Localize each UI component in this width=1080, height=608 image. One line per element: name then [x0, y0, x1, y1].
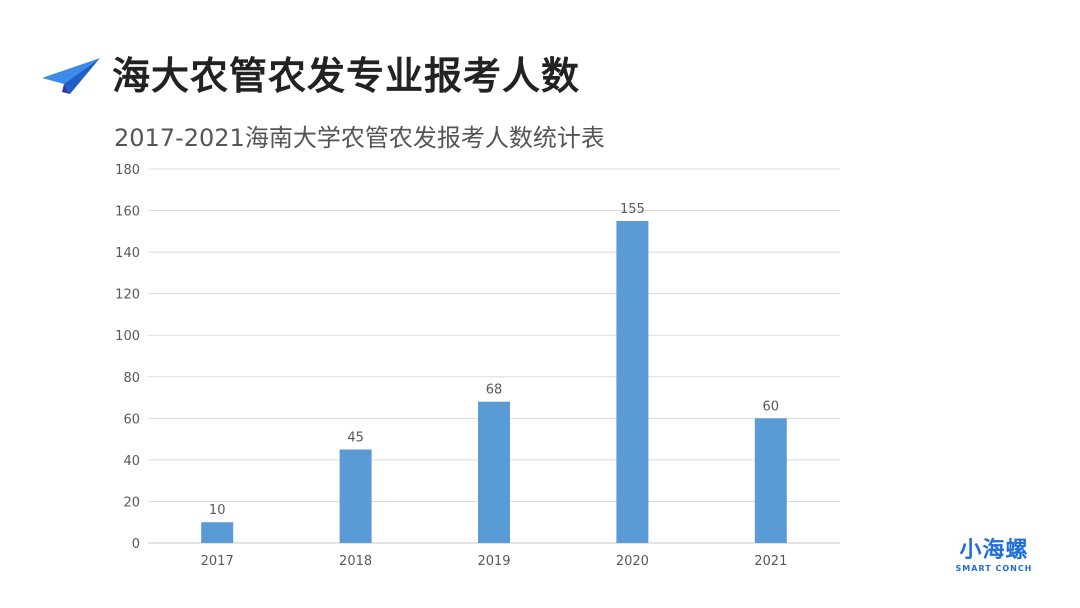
data-label: 68 — [486, 383, 503, 398]
paper-plane-icon — [42, 58, 100, 94]
x-tick-label: 2021 — [754, 554, 787, 569]
y-tick-label: 80 — [123, 371, 140, 386]
chart-title: 2017-2021海南大学农管农发报考人数统计表 — [114, 124, 605, 152]
y-tick-label: 60 — [123, 412, 140, 427]
x-tick-label: 2017 — [201, 554, 234, 569]
y-tick-label: 0 — [132, 537, 140, 552]
bar-2019 — [478, 401, 510, 543]
x-tick-label: 2019 — [477, 554, 510, 569]
bar-2018 — [339, 449, 372, 543]
logo-subtext: SMART CONCH — [955, 564, 1033, 573]
data-label: 45 — [347, 431, 364, 446]
smart-conch-logo: 小海螺 SMART CONCH — [948, 538, 1040, 588]
page-title: 海大农管农发专业报考人数 — [112, 53, 581, 98]
y-tick-label: 140 — [115, 246, 140, 261]
bar-chart: 0 20 40 60 80 100 120 140 160 180 10 2017 45 2018 68 20… — [115, 163, 840, 569]
y-tick-label: 40 — [123, 454, 140, 469]
bar-2017 — [201, 522, 234, 543]
y-tick-label: 120 — [115, 288, 140, 303]
data-label: 10 — [209, 503, 226, 518]
data-label: 60 — [763, 399, 780, 414]
y-tick-label: 20 — [123, 495, 140, 510]
bar-2021 — [754, 418, 787, 543]
logo-text: 小海螺 — [959, 538, 1029, 563]
bar-2020 — [616, 220, 649, 543]
x-tick-label: 2020 — [616, 554, 649, 569]
slide-header: 海大农管农发专业报考人数 — [40, 44, 580, 100]
data-label: 155 — [620, 202, 645, 217]
x-tick-label: 2018 — [339, 554, 372, 569]
y-tick-label: 100 — [115, 329, 140, 344]
y-tick-label: 160 — [115, 205, 140, 220]
y-tick-label: 180 — [115, 163, 140, 178]
